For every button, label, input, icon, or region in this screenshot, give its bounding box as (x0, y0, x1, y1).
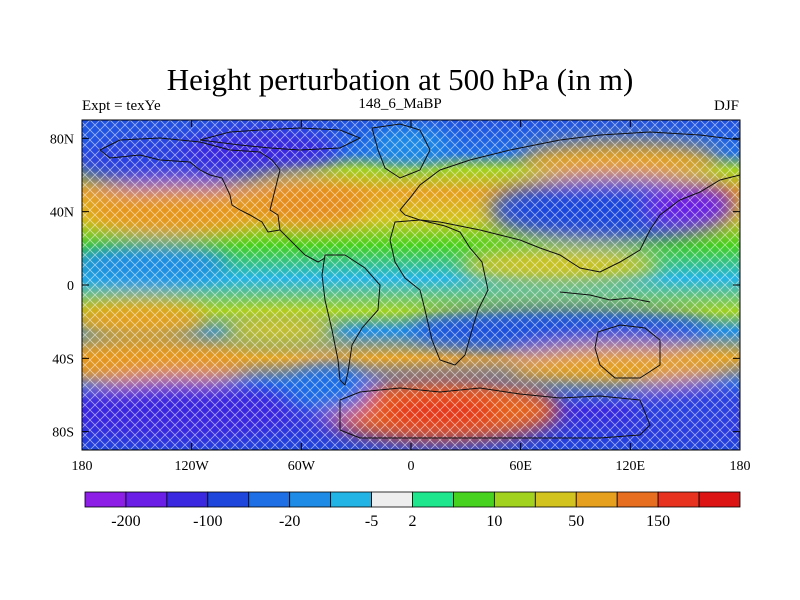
coastline-europe-asia (399, 131, 740, 273)
y-tick-label: 80N (50, 132, 74, 147)
subtitle-right: DJF (713, 98, 739, 114)
colorbar-swatch (207, 491, 250, 508)
colorbar-swatch (493, 491, 536, 508)
x-tick-label: 60W (288, 459, 316, 474)
colorbar-swatch (371, 491, 413, 508)
hatch-overlay (82, 120, 740, 450)
coastline-greenland (371, 123, 431, 179)
x-tick-label: 120E (616, 459, 646, 474)
coastlines (99, 123, 740, 439)
coastline-australia (594, 324, 661, 379)
x-tick-label: 180 (730, 459, 751, 474)
y-tick-label: 80S (52, 426, 74, 441)
y-tick-label: 0 (67, 279, 74, 294)
coastline-indonesia (559, 291, 651, 303)
y-tick-label: 40S (52, 352, 74, 367)
chart-title: Height perturbation at 500 hPa (in m) (166, 62, 634, 97)
colorbar-label: 2 (409, 513, 417, 530)
colorbar-swatch (84, 491, 127, 508)
x-tick-label: 120W (175, 459, 210, 474)
y-axis: 80N 40N 0 40S 80S (50, 132, 740, 441)
x-axis: 180 120W 60W 0 60E 120E 180 (72, 120, 751, 474)
colorbar-swatch (575, 491, 618, 508)
colorbar-swatch (125, 491, 168, 508)
x-tick-label: 180 (72, 459, 93, 474)
colorbar-label: -20 (279, 513, 300, 530)
colorbar-swatch (698, 491, 741, 508)
colorbar-swatch (166, 491, 209, 508)
colorbar-swatch (289, 491, 332, 508)
coastline-africa (389, 219, 489, 366)
colorbar-label: 50 (568, 513, 584, 530)
colorbar-swatch (534, 491, 577, 508)
colorbar-swatch (453, 491, 495, 508)
colorbar-swatch (330, 491, 372, 508)
colorbar-swatch (616, 491, 659, 508)
colorbar-label: 150 (646, 513, 670, 530)
colorbar-label: 10 (486, 513, 502, 530)
map-area (82, 120, 740, 450)
coastline-south-america (321, 254, 381, 386)
coastline-central-america (279, 229, 326, 263)
colorbar-label: -200 (111, 513, 140, 530)
colorbar-label: -100 (193, 513, 222, 530)
x-tick-label: 0 (408, 459, 415, 474)
colorbar: -200 -100 -20 -5 2 10 50 150 (84, 491, 741, 530)
colorbar-swatch (248, 491, 291, 508)
x-tick-label: 60E (509, 459, 532, 474)
coastline-arctic-islands (199, 127, 362, 151)
subtitle-left: Expt = texYe (82, 98, 161, 114)
colorbar-swatch (657, 491, 700, 508)
y-tick-label: 40N (50, 206, 74, 221)
coastline-antarctica (339, 387, 651, 439)
colorbar-label: -5 (365, 513, 378, 530)
subtitle-center: 148_6_MaBP (358, 96, 442, 112)
colorbar-swatch (412, 491, 454, 508)
coastline-north-america (99, 137, 281, 233)
